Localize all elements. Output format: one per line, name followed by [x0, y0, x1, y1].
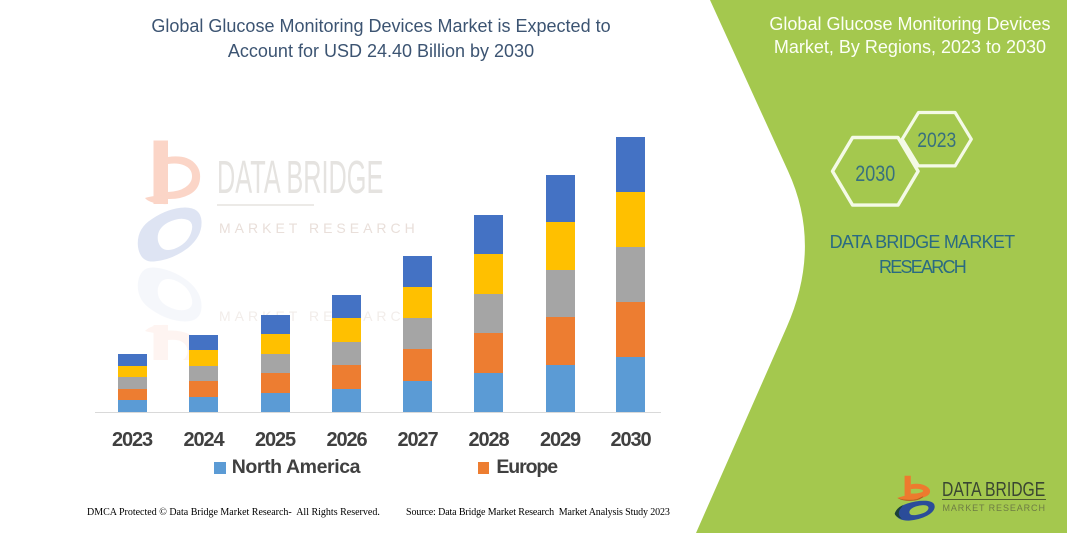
svg-text:2023: 2023 [917, 129, 956, 152]
svg-text:2030: 2030 [855, 161, 895, 186]
